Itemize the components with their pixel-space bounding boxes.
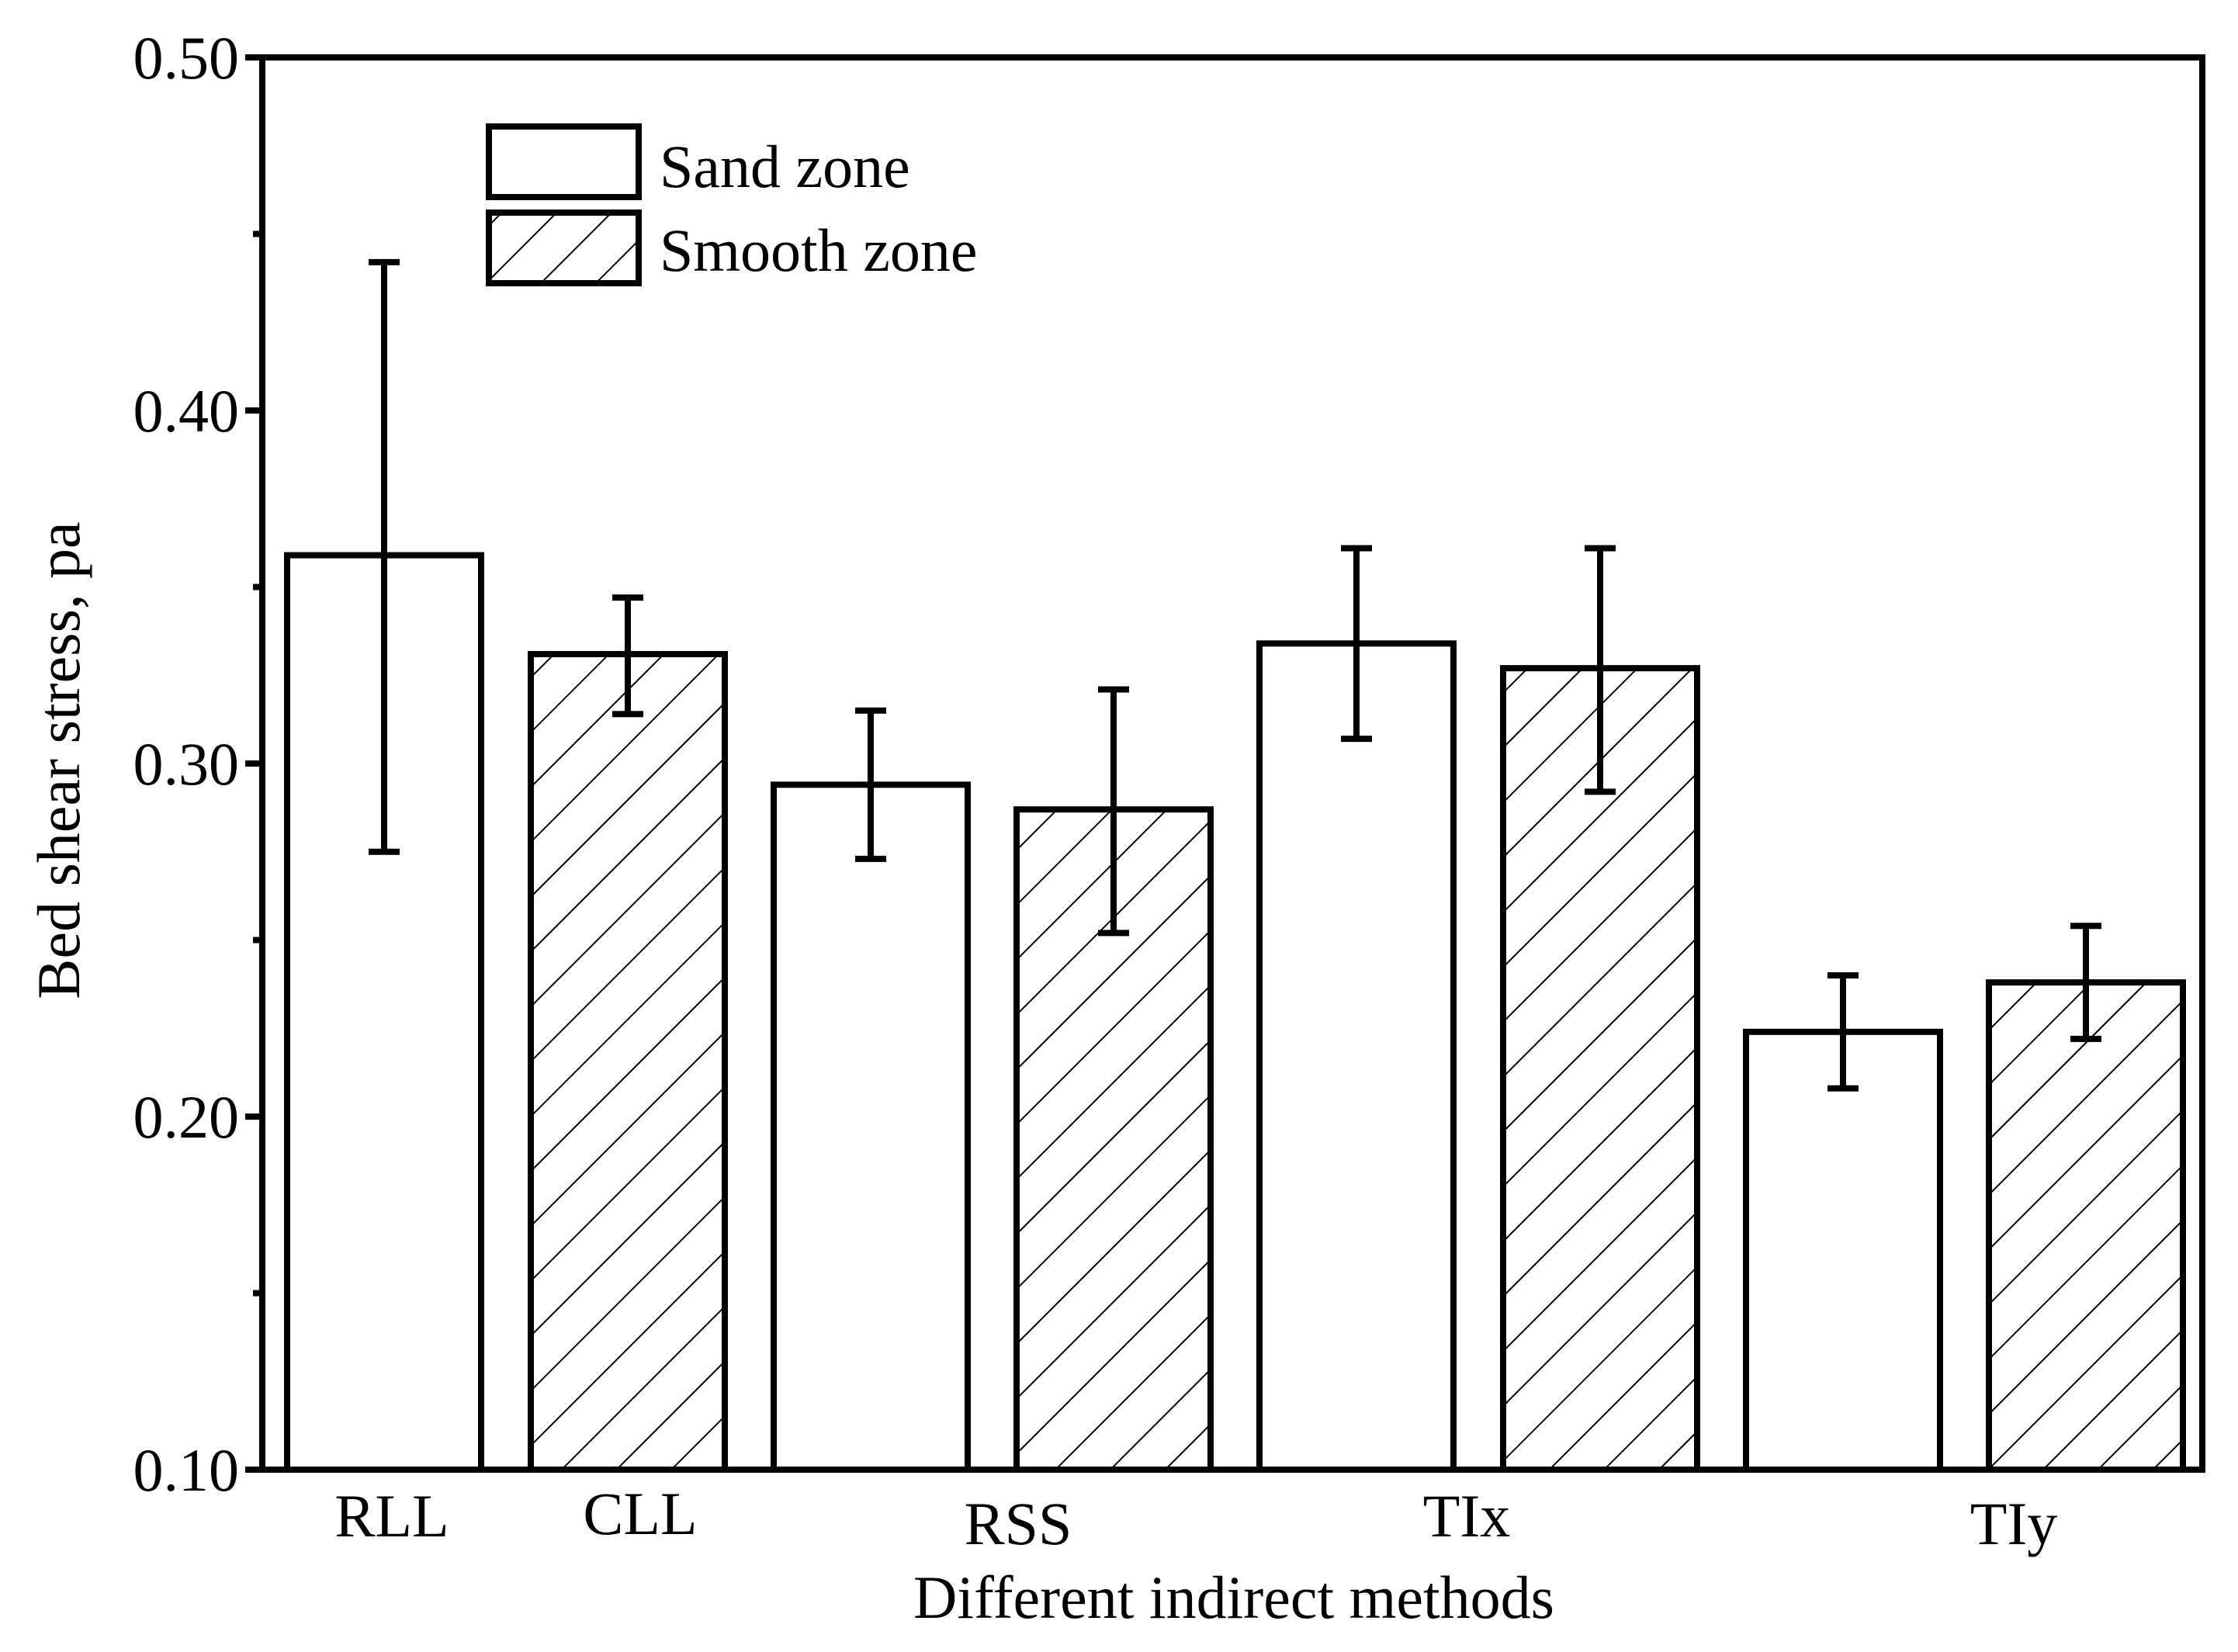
error-bar-6: [1585, 545, 1616, 795]
bar-3-sand-zone: [771, 781, 971, 1473]
error-bar-8: [2070, 923, 2101, 1042]
legend-swatch-smooth-zone: [486, 210, 642, 286]
bar-7-sand-zone: [1743, 1028, 1943, 1474]
error-bar-1: [369, 258, 400, 855]
x-category-label: CLL: [583, 1480, 697, 1547]
error-bar-7: [1827, 972, 1859, 1092]
y-tick-label: 0.20: [133, 1083, 240, 1151]
error-bars-layer: [369, 258, 2101, 1092]
error-bar-4: [1098, 686, 1129, 937]
bar-8-smooth-zone: [1986, 979, 2186, 1473]
x-category-label: RSS: [965, 1490, 1072, 1557]
x-category-label: RLL: [334, 1482, 449, 1550]
bar-5-sand-zone: [1256, 640, 1457, 1473]
x-axis-title: Different indirect methods: [913, 1564, 1554, 1631]
legend-swatch-sand-zone: [486, 123, 642, 200]
y-tick-label: 0.30: [133, 730, 240, 798]
bar-2-smooth-zone: [528, 650, 728, 1474]
error-bar-2: [612, 594, 643, 718]
error-bar-5: [1341, 545, 1372, 743]
legend-label-smooth-zone: Smooth zone: [660, 216, 977, 284]
y-tick-label: 0.10: [133, 1436, 240, 1504]
legend: Sand zone Smooth zone: [486, 123, 977, 286]
x-category-label: TIy: [1970, 1490, 2058, 1557]
y-tick-label: 0.40: [133, 377, 240, 445]
axes-layer: [245, 54, 2205, 1473]
y-tick-label: 0.50: [133, 24, 240, 92]
labels-layer: 0.10 0.20 0.30 0.40 0.50 RLL CLL RSS TIx TIy: [133, 24, 2058, 1557]
legend-label-sand-zone: Sand zone: [660, 133, 910, 200]
x-category-label: TIx: [1423, 1482, 1511, 1550]
error-bar-3: [855, 707, 886, 862]
bars-layer: [284, 552, 2186, 1474]
y-axis-title: Bed shear stress, pa: [25, 521, 92, 999]
